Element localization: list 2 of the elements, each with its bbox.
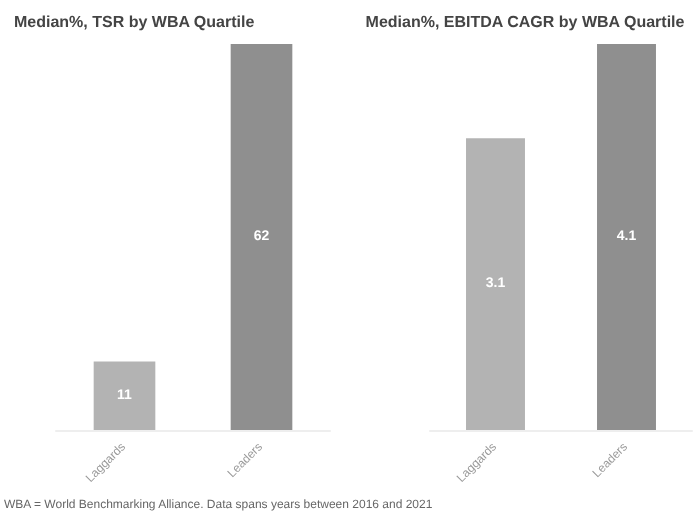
chart-title: Median%, TSR by WBA Quartile	[14, 13, 256, 31]
chart-title: Median%, EBITDA CAGR by WBA Quartile	[365, 13, 686, 31]
